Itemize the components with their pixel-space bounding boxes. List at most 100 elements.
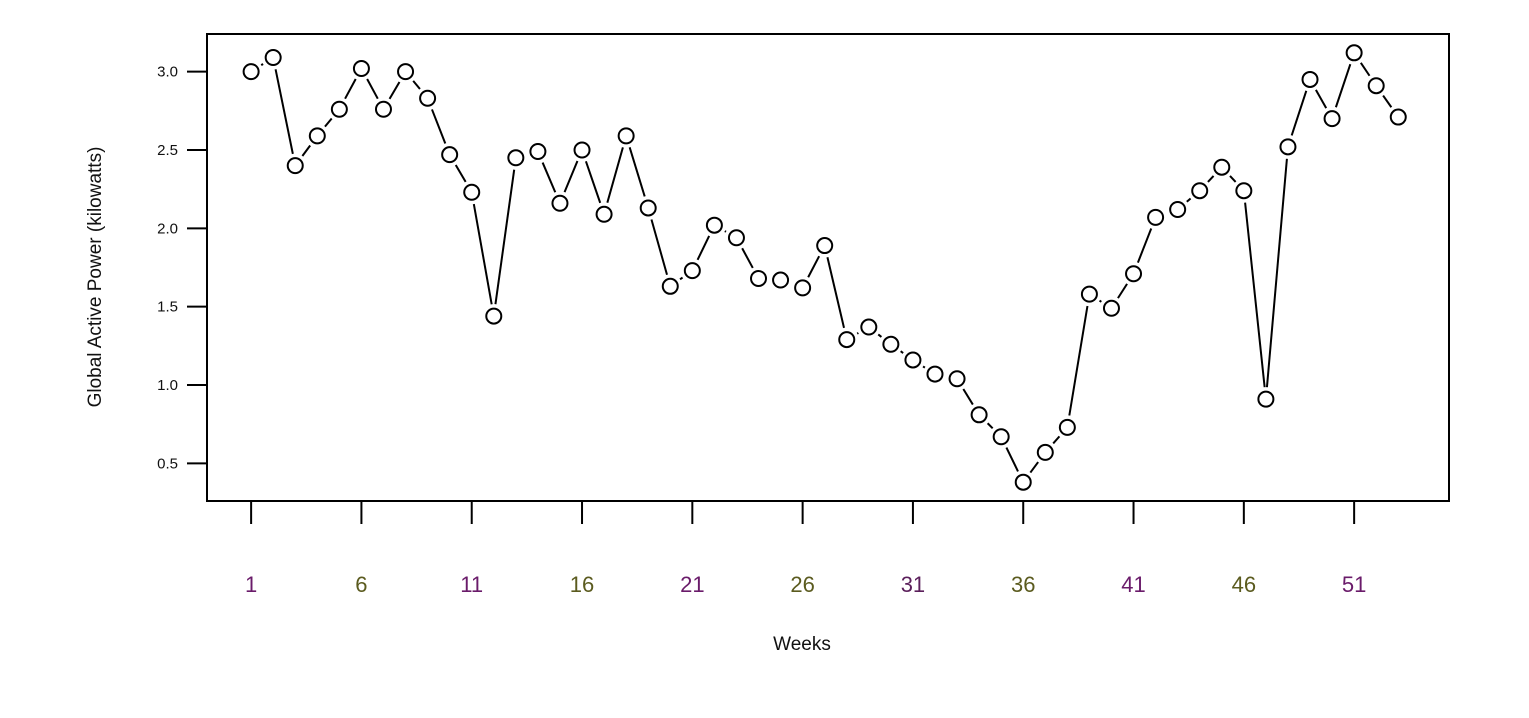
data-point bbox=[1323, 110, 1341, 128]
y-tick-label: 2.5 bbox=[157, 142, 178, 159]
plot-frame bbox=[206, 33, 1450, 502]
line-segment bbox=[856, 332, 859, 335]
line-segment bbox=[1068, 305, 1089, 416]
y-axis-title: Global Active Power (kilowatts) bbox=[85, 147, 106, 408]
data-point bbox=[397, 63, 415, 81]
x-tick-label: 6 bbox=[355, 572, 367, 597]
line-segment bbox=[412, 80, 421, 90]
y-tick-label: 0.5 bbox=[157, 455, 178, 472]
line-segment bbox=[388, 81, 401, 100]
data-point bbox=[904, 351, 922, 369]
line-segment bbox=[1265, 158, 1288, 388]
line-segment bbox=[1334, 63, 1352, 108]
data-point bbox=[1367, 77, 1385, 95]
data-point bbox=[1345, 44, 1363, 62]
data-point bbox=[1102, 299, 1120, 317]
x-tick-label: 41 bbox=[1121, 572, 1145, 597]
line-segment bbox=[1207, 175, 1215, 183]
data-point bbox=[441, 146, 459, 164]
data-point bbox=[1301, 70, 1319, 88]
line-segment bbox=[962, 388, 974, 406]
line-segment bbox=[1136, 228, 1153, 263]
line-segment bbox=[454, 164, 467, 183]
data-point bbox=[1389, 108, 1407, 126]
line-segment bbox=[1098, 299, 1102, 303]
line-segment bbox=[494, 169, 516, 305]
line-segment bbox=[274, 69, 294, 155]
line-segment bbox=[301, 144, 311, 157]
line-segment bbox=[431, 109, 447, 144]
line-segment bbox=[563, 160, 579, 193]
line-segment bbox=[344, 78, 357, 100]
data-point bbox=[772, 271, 790, 289]
line-segment bbox=[472, 203, 493, 305]
x-axis: 1 6 11 16 21 26 31 36 41 46 51 bbox=[245, 501, 1366, 597]
line-segment bbox=[1382, 94, 1393, 108]
x-tick-label: 21 bbox=[680, 572, 704, 597]
data-point bbox=[816, 237, 834, 255]
line-segment bbox=[922, 365, 926, 369]
data-point bbox=[727, 229, 745, 247]
data-point bbox=[992, 428, 1010, 446]
data-point bbox=[948, 370, 966, 388]
x-tick-label: 51 bbox=[1342, 572, 1366, 597]
data-point bbox=[683, 262, 701, 280]
data-point bbox=[264, 49, 282, 67]
data-point bbox=[1058, 418, 1076, 436]
line-segment bbox=[900, 350, 904, 354]
data-point bbox=[507, 149, 525, 167]
data-point bbox=[1125, 265, 1143, 283]
x-tick-label: 11 bbox=[460, 572, 483, 597]
data-point bbox=[639, 199, 657, 217]
line-segment bbox=[724, 230, 727, 233]
line-segment bbox=[877, 333, 883, 338]
data-point bbox=[330, 100, 348, 118]
data-point bbox=[573, 141, 591, 159]
line-segment bbox=[1359, 62, 1371, 77]
line-segment bbox=[679, 276, 684, 281]
line-segment bbox=[1052, 435, 1061, 445]
x-axis-title: Weeks bbox=[773, 634, 831, 655]
data-point bbox=[882, 335, 900, 353]
data-point bbox=[463, 183, 481, 201]
series-line bbox=[260, 62, 1393, 474]
x-tick-label: 26 bbox=[790, 572, 814, 597]
data-point bbox=[374, 100, 392, 118]
x-tick-label: 36 bbox=[1011, 572, 1035, 597]
data-point bbox=[1235, 182, 1253, 200]
series-points bbox=[242, 44, 1407, 491]
data-point bbox=[705, 216, 723, 234]
line-segment bbox=[1290, 90, 1308, 136]
line-segment bbox=[1117, 283, 1128, 299]
data-point bbox=[926, 365, 944, 383]
line-segment bbox=[1186, 197, 1192, 203]
data-point bbox=[485, 307, 503, 325]
line-segment bbox=[324, 117, 333, 128]
line-segment bbox=[1229, 175, 1237, 183]
y-tick-label: 1.5 bbox=[157, 299, 178, 316]
y-tick-label: 2.0 bbox=[157, 220, 178, 237]
data-point bbox=[242, 63, 260, 81]
data-point bbox=[352, 59, 370, 77]
data-point bbox=[1169, 201, 1187, 219]
x-tick-label: 16 bbox=[570, 572, 594, 597]
data-point bbox=[595, 205, 613, 223]
data-point bbox=[419, 89, 437, 107]
data-point bbox=[1014, 473, 1032, 491]
data-point bbox=[308, 127, 326, 145]
data-point bbox=[529, 143, 547, 161]
x-tick-label: 1 bbox=[245, 572, 257, 597]
data-point bbox=[838, 331, 856, 349]
line-segment bbox=[606, 147, 624, 203]
data-point bbox=[860, 318, 878, 336]
data-point bbox=[1279, 138, 1297, 156]
line-segment bbox=[260, 63, 264, 66]
data-point bbox=[794, 279, 812, 297]
line-segment bbox=[1315, 89, 1328, 109]
data-point bbox=[1257, 390, 1275, 408]
x-tick-label: 31 bbox=[901, 572, 925, 597]
data-point bbox=[970, 406, 988, 424]
data-point bbox=[1213, 158, 1231, 176]
data-point bbox=[286, 157, 304, 175]
